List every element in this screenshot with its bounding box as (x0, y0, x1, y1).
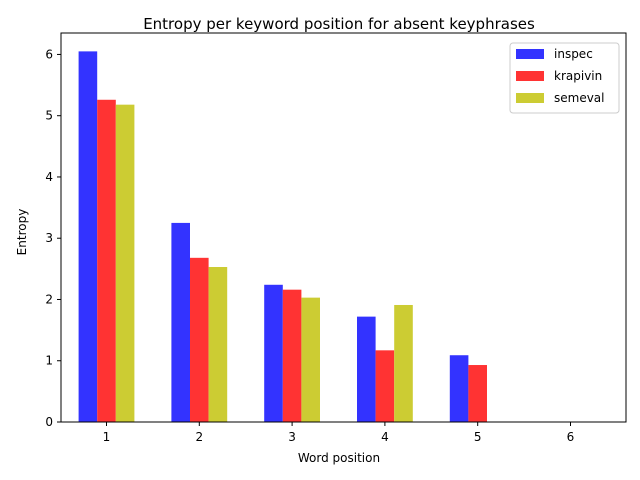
x-axis-ticks: 1 2 3 4 5 6 (103, 422, 575, 444)
bar-inspec-1 (78, 51, 98, 422)
plot-frame (60, 32, 627, 423)
bar-inspec-5 (449, 355, 469, 422)
y-tick-label: 0 (45, 415, 53, 429)
y-axis-ticks: 0 1 2 3 4 5 6 (45, 47, 61, 429)
x-tick-label: 4 (381, 430, 389, 444)
legend-label-semeval: semeval (554, 91, 605, 105)
legend-label-krapivin: krapivin (554, 69, 602, 83)
chart-title: Entropy per keyword position for absent … (143, 15, 535, 33)
y-tick-label: 2 (45, 292, 53, 306)
y-tick-label: 1 (45, 354, 53, 368)
bar-semeval-1 (115, 104, 135, 423)
bar-semeval-3 (301, 297, 320, 422)
bars-group (78, 51, 487, 423)
bar-inspec-3 (264, 284, 283, 422)
y-tick-label: 5 (45, 109, 53, 123)
y-tick-label: 4 (45, 170, 53, 184)
bar-krapivin-3 (282, 289, 302, 422)
bar-semeval-2 (208, 267, 228, 422)
y-tick-label: 6 (45, 47, 53, 61)
bar-krapivin-1 (97, 99, 116, 423)
bar-semeval-4 (394, 304, 413, 422)
y-tick-label: 3 (45, 231, 53, 245)
x-tick-label: 3 (288, 430, 296, 444)
x-tick-label: 6 (567, 430, 575, 444)
x-axis-title: Word position (298, 451, 380, 465)
bar-inspec-4 (357, 316, 376, 422)
y-axis-title: Entropy (15, 209, 29, 256)
x-tick-label: 1 (103, 430, 111, 444)
bar-krapivin-2 (190, 257, 209, 422)
legend-swatch-krapivin (516, 71, 544, 81)
bar-krapivin-4 (375, 350, 395, 422)
bar-inspec-2 (171, 222, 190, 422)
legend-label-inspec: inspec (554, 47, 593, 61)
x-tick-label: 5 (474, 430, 482, 444)
legend-swatch-inspec (516, 49, 544, 59)
legend: inspec krapivin semeval (509, 42, 620, 114)
x-tick-label: 2 (195, 430, 203, 444)
legend-swatch-semeval (516, 93, 544, 103)
bar-krapivin-5 (468, 365, 487, 422)
